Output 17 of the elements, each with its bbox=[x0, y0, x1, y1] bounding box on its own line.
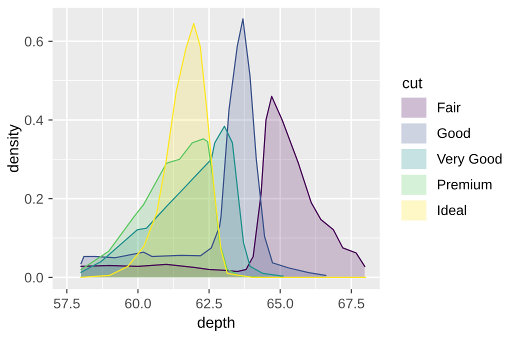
x-tick-label: 65.0 bbox=[267, 298, 294, 308]
y-tick-label: 0.4 bbox=[24, 115, 44, 126]
legend-title: cut bbox=[402, 78, 422, 88]
x-tick-label: 60.0 bbox=[125, 298, 151, 308]
x-tick-label: 67.5 bbox=[338, 298, 364, 308]
y-axis-title: density bbox=[7, 124, 22, 172]
legend-label: Premium bbox=[438, 179, 492, 190]
legend-label: Good bbox=[438, 128, 470, 138]
legend-label: Very Good bbox=[436, 154, 502, 166]
y-tick-label: 0.6 bbox=[24, 36, 43, 46]
y-tick-label: 0.2 bbox=[24, 194, 43, 204]
legend-label: Ideal bbox=[438, 204, 466, 216]
x-axis-title: depth bbox=[198, 316, 234, 331]
y-tick-label: 0.0 bbox=[24, 272, 44, 283]
x-tick-label: 62.5 bbox=[196, 298, 222, 308]
x-tick-label: 57.5 bbox=[54, 298, 80, 308]
legend-label: Fair bbox=[438, 102, 460, 112]
